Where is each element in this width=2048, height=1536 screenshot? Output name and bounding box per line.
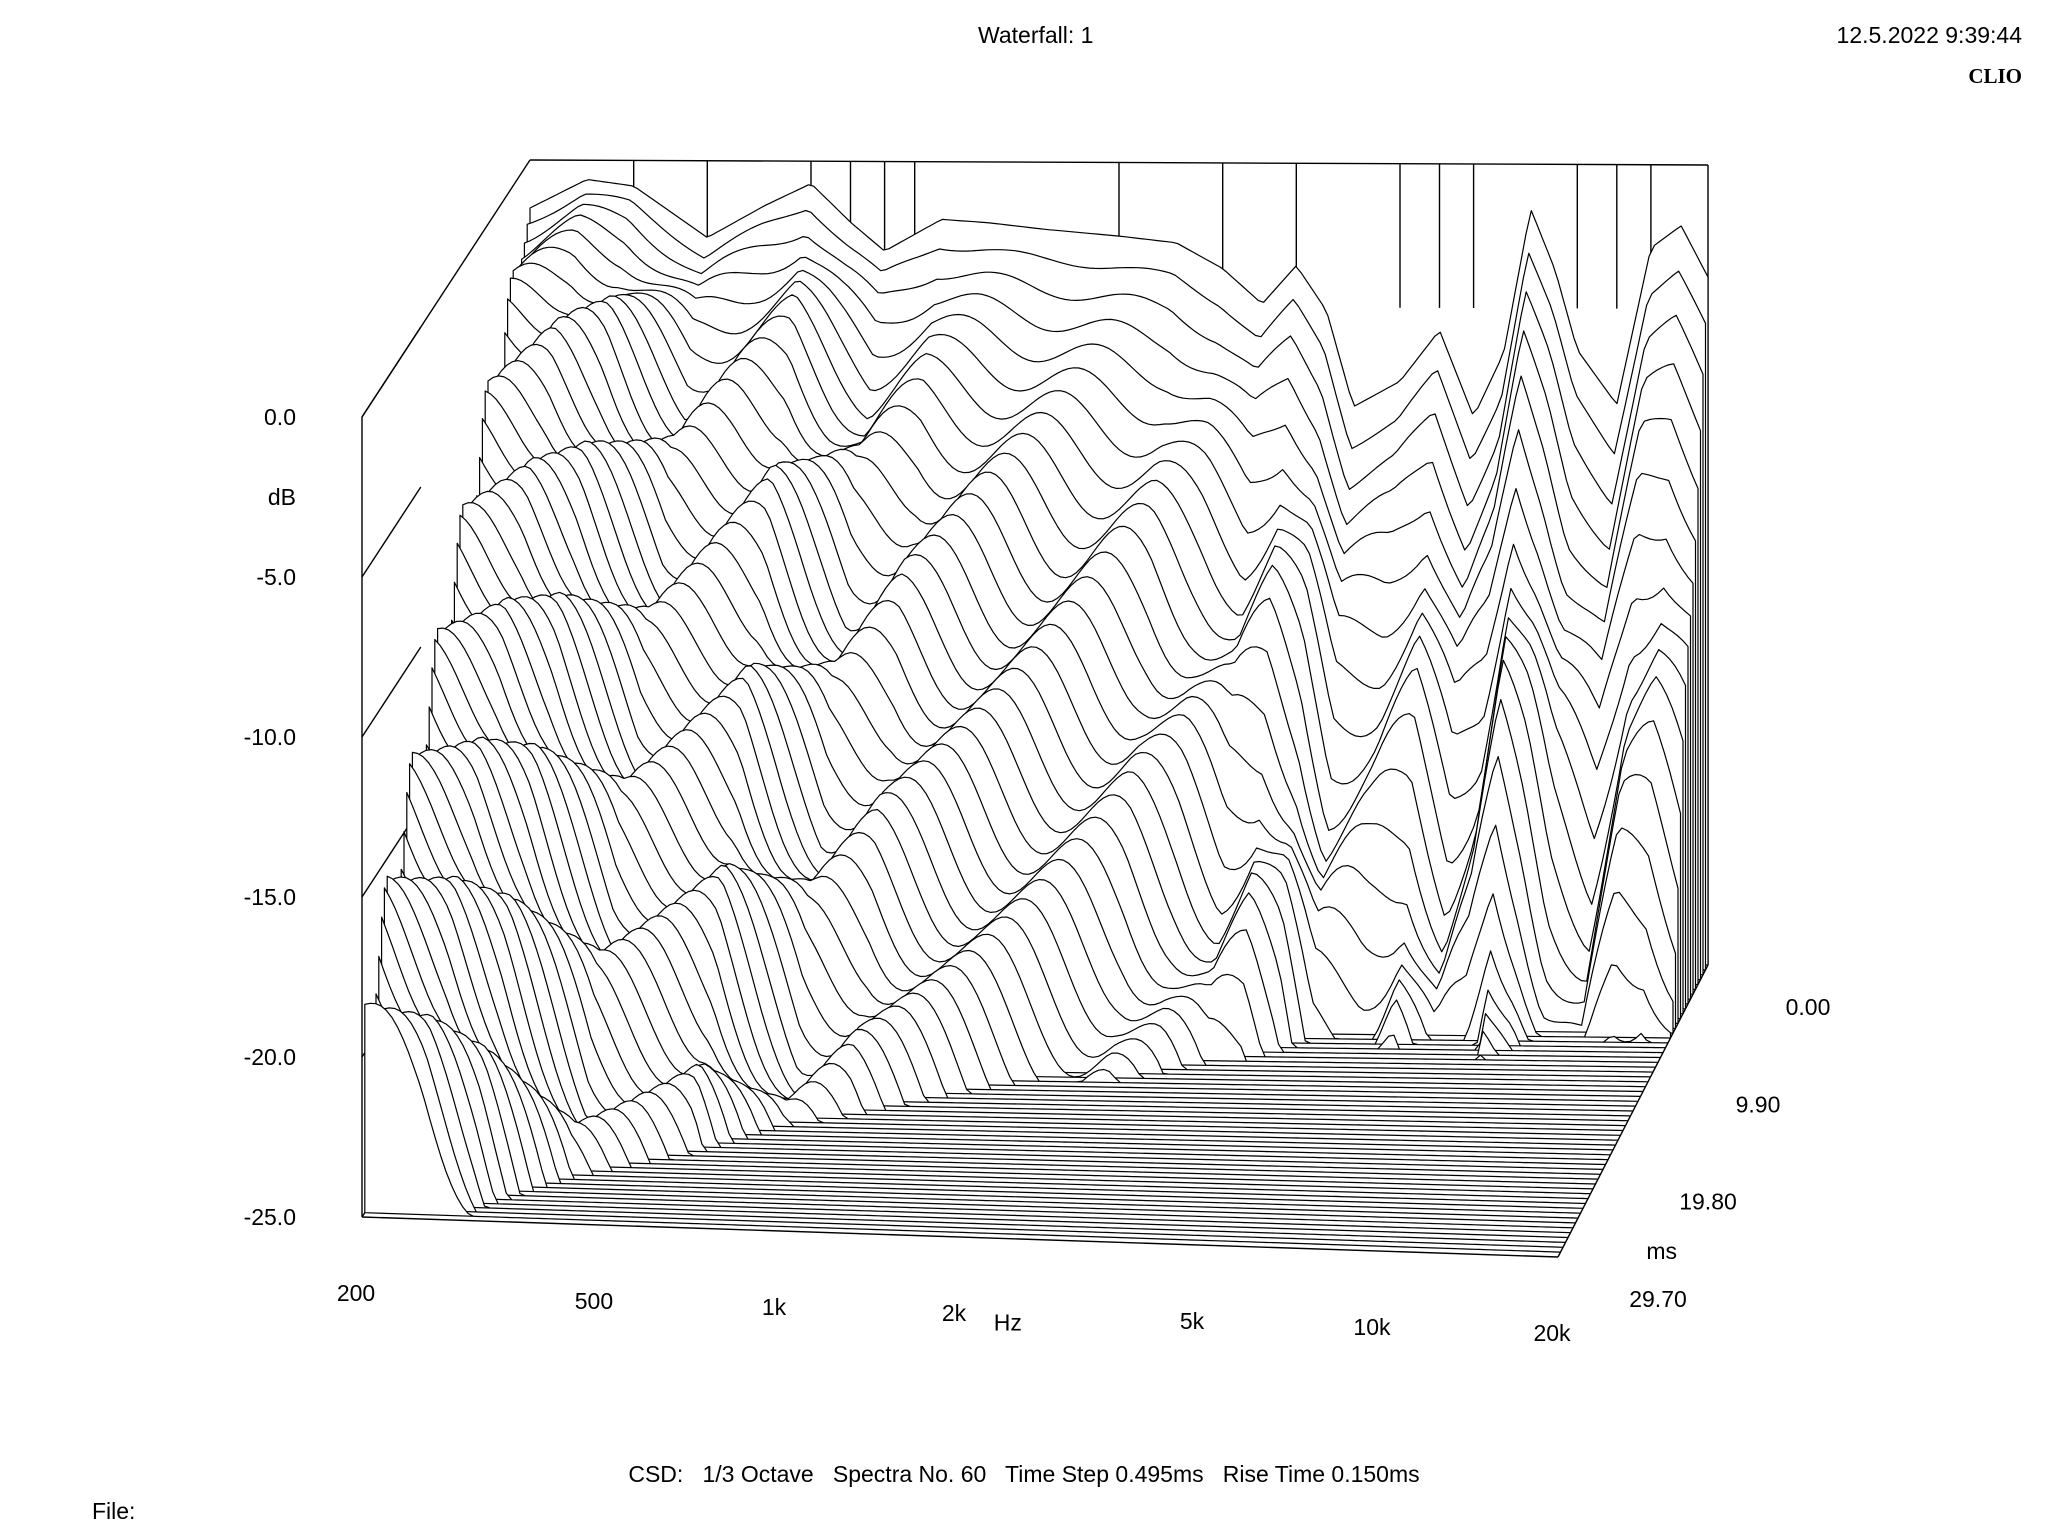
waterfall-slices bbox=[364, 179, 1709, 1253]
x-tick-label: 1k bbox=[762, 1294, 787, 1320]
x-tick-label: 200 bbox=[337, 1280, 375, 1306]
chart-title: Waterfall: 1 bbox=[978, 22, 1094, 48]
z-tick-label: 29.70 bbox=[1629, 1286, 1687, 1312]
y-tick-label: -20.0 bbox=[244, 1044, 296, 1070]
y-tick-label: -25.0 bbox=[244, 1204, 296, 1230]
db-guide-line bbox=[361, 486, 422, 578]
floor-front-edge bbox=[361, 1216, 1559, 1258]
x-tick-label: 20k bbox=[1533, 1320, 1571, 1346]
y-tick-label: -5.0 bbox=[256, 564, 296, 590]
y-axis-label: dB bbox=[268, 484, 296, 510]
db-guide-line bbox=[361, 326, 422, 418]
footer-settings: CSD: 1/3 Octave Spectra No. 60 Time Step… bbox=[628, 1461, 1420, 1487]
spectrum-slice bbox=[381, 916, 1577, 1224]
z-tick-label: 19.80 bbox=[1679, 1189, 1737, 1215]
spectrum-slice bbox=[372, 1013, 1569, 1239]
footer-file: File: bbox=[92, 1498, 136, 1524]
y-tick-label: -10.0 bbox=[244, 724, 296, 750]
timestamp: 12.5.2022 9:39:44 bbox=[1836, 22, 2022, 48]
x-axis-label: Hz bbox=[994, 1310, 1022, 1336]
y-tick-label: 0.0 bbox=[264, 404, 296, 430]
x-tick-label: 10k bbox=[1353, 1314, 1391, 1340]
spectrum-slice bbox=[375, 993, 1572, 1234]
x-tick-label: 5k bbox=[1180, 1308, 1205, 1334]
spectrum-slice bbox=[378, 955, 1574, 1229]
spectrum-slice bbox=[369, 1011, 1567, 1243]
y-tick-label: -15.0 bbox=[244, 884, 296, 910]
spectrum-slice bbox=[367, 1007, 1564, 1248]
brand-logo: CLIO bbox=[1968, 64, 2022, 88]
db-guide-line bbox=[361, 646, 422, 738]
z-axis-label: ms bbox=[1646, 1238, 1677, 1264]
spectrum-slice bbox=[364, 1002, 1562, 1253]
x-tick-label: 2k bbox=[942, 1300, 967, 1326]
x-tick-label: 500 bbox=[575, 1288, 613, 1314]
z-tick-label: 0.00 bbox=[1786, 994, 1831, 1020]
z-tick-label: 9.90 bbox=[1736, 1091, 1781, 1117]
